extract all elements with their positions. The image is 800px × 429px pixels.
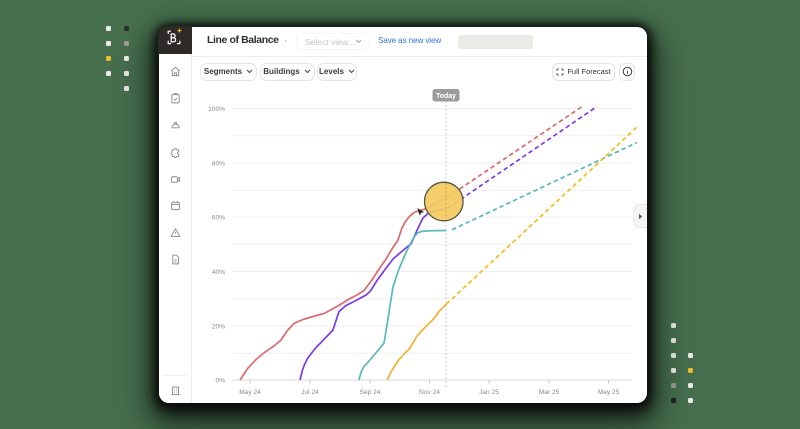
svg-text:40%: 40%	[212, 269, 225, 276]
svg-text:Jul 24: Jul 24	[301, 389, 319, 396]
svg-text:0%: 0%	[215, 378, 225, 385]
svg-text:100%: 100%	[208, 106, 225, 113]
svg-text:60%: 60%	[212, 215, 225, 222]
svg-text:Sep 24: Sep 24	[360, 389, 381, 396]
svg-text:Jan 25: Jan 25	[479, 389, 499, 396]
svg-text:80%: 80%	[212, 161, 225, 168]
svg-text:Today: Today	[436, 93, 456, 100]
svg-text:May 24: May 24	[239, 389, 261, 396]
svg-text:20%: 20%	[212, 324, 225, 331]
svg-text:Nov 24: Nov 24	[419, 389, 440, 396]
svg-text:Mar 25: Mar 25	[539, 389, 560, 396]
svg-text:May 25: May 25	[598, 389, 620, 396]
